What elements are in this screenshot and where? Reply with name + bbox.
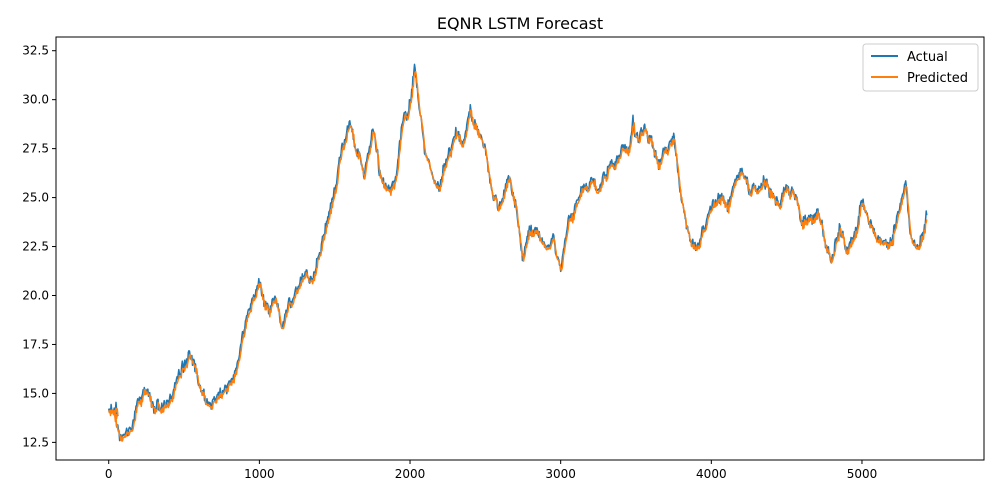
y-tick-label: 25.0 xyxy=(22,191,49,205)
x-tick-label: 4000 xyxy=(696,467,727,481)
y-tick-label: 32.5 xyxy=(22,44,49,58)
y-tick-label: 17.5 xyxy=(22,337,49,351)
x-tick-label: 1000 xyxy=(244,467,275,481)
x-tick-label: 3000 xyxy=(545,467,576,481)
x-tick-label: 2000 xyxy=(395,467,426,481)
y-tick-label: 20.0 xyxy=(22,289,49,303)
plot-area xyxy=(55,36,985,461)
chart-title: EQNR LSTM Forecast xyxy=(437,14,603,33)
axes-frame xyxy=(55,36,985,461)
y-tick-label: 15.0 xyxy=(22,386,49,400)
y-tick-label: 12.5 xyxy=(22,435,49,449)
x-axis: 0 1000 2000 3000 4000 5000 xyxy=(105,460,877,481)
legend-label-actual: Actual xyxy=(907,50,948,65)
legend-label-predicted: Predicted xyxy=(907,71,968,86)
y-axis: 12.5 15.0 17.5 20.0 22.5 25.0 27.5 30.0 32.5 xyxy=(22,44,56,449)
series-line-predicted xyxy=(107,70,928,442)
series-lines xyxy=(107,63,928,442)
legend: Actual Predicted xyxy=(862,43,979,92)
y-tick-label: 27.5 xyxy=(22,142,49,156)
y-tick-label: 22.5 xyxy=(22,240,49,254)
x-tick-label: 5000 xyxy=(847,467,878,481)
x-tick-label: 0 xyxy=(105,467,113,481)
y-tick-label: 30.0 xyxy=(22,93,49,107)
